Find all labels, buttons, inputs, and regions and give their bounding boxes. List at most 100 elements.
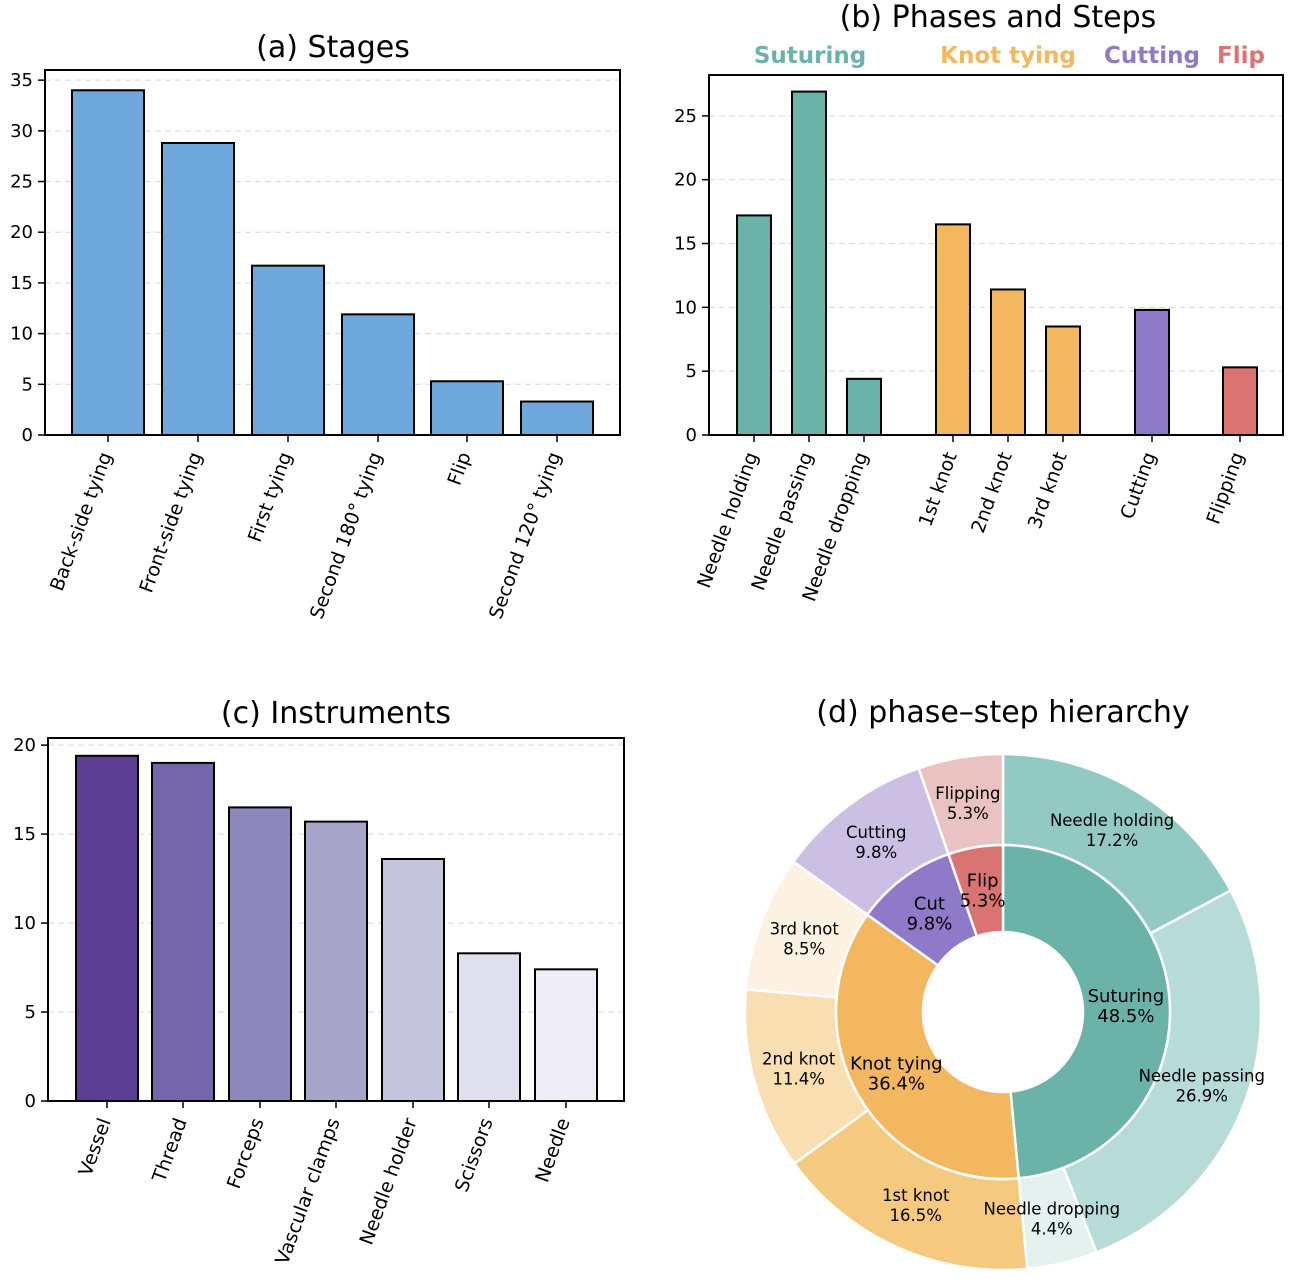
steps-ytick-label: 20 bbox=[674, 170, 697, 191]
phases-steps-axes-frame bbox=[708, 74, 1284, 436]
stages-xtick-label-back-side-tying: Back-side tying bbox=[46, 449, 117, 594]
instruments-xtick-label-vessel: Vessel bbox=[75, 1115, 116, 1179]
instruments-bar-thread bbox=[151, 761, 215, 1102]
steps-ytick-label: 0 bbox=[686, 425, 697, 446]
steps-xtick-label-1st-knot: 1st knot bbox=[914, 449, 961, 529]
steps-xtick-label-2nd-knot: 2nd knot bbox=[967, 449, 1017, 536]
outer-pct-needle-holding: 17.2% bbox=[1086, 831, 1138, 850]
inner-label-knot-tying: Knot tying bbox=[850, 1053, 943, 1074]
stages-bar-flip bbox=[430, 380, 504, 436]
outer-pct-1st-knot: 16.5% bbox=[890, 1206, 942, 1225]
inner-pct-knot-tying: 36.4% bbox=[868, 1073, 925, 1094]
instruments-ytick-label: 5 bbox=[25, 1002, 36, 1023]
inner-label-flip: Flip bbox=[967, 871, 999, 892]
outer-pct-needle-dropping: 4.4% bbox=[1031, 1219, 1073, 1238]
stages-bar-first-tying bbox=[251, 264, 325, 436]
steps-ytick-label: 5 bbox=[686, 361, 697, 382]
instruments-axes-frame bbox=[47, 737, 625, 1102]
steps-bar-cutting bbox=[1134, 308, 1170, 436]
phase-tag-knot-tying: Knot tying bbox=[940, 43, 1076, 69]
stages-xtick-label-first-tying: First tying bbox=[244, 449, 297, 545]
inner-wedge-suturing bbox=[1001, 843, 1172, 1180]
phase-tag-cutting: Cutting bbox=[1104, 43, 1200, 69]
steps-bar-needle-dropping bbox=[846, 377, 882, 436]
outer-label-1st-knot: 1st knot bbox=[882, 1186, 950, 1205]
steps-xtick-label-cutting: Cutting bbox=[1116, 449, 1160, 522]
instruments-xtick-label-thread: Thread bbox=[148, 1115, 192, 1186]
steps-bar-2nd-knot bbox=[990, 288, 1026, 436]
outer-label-3rd-knot: 3rd knot bbox=[770, 919, 840, 938]
instruments-xtick-label-vascular-clamps: Vascular clamps bbox=[271, 1115, 344, 1267]
steps-bar-3rd-knot bbox=[1045, 325, 1081, 436]
instruments-xtick-label-scissors: Scissors bbox=[451, 1115, 498, 1195]
outer-pct-3rd-knot: 8.5% bbox=[783, 939, 825, 958]
stages-ytick-label: 10 bbox=[10, 324, 33, 345]
outer-label-flipping: Flipping bbox=[935, 784, 1000, 803]
inner-wedge-flip bbox=[946, 843, 1005, 938]
steps-bar-flipping bbox=[1222, 366, 1258, 436]
stages-bar-back-side-tying bbox=[71, 89, 145, 437]
stages-ytick-label: 35 bbox=[10, 70, 33, 91]
instruments-chart: (c) Instruments 0 5 10 15 20 Vessel Thread Forc… bbox=[13, 696, 625, 1268]
phases-steps-title: (b) Phases and Steps bbox=[840, 0, 1157, 35]
instruments-ytick-label: 20 bbox=[13, 735, 36, 756]
stages-ytick-label: 30 bbox=[10, 121, 33, 142]
steps-ytick-label: 25 bbox=[674, 106, 697, 127]
inner-pct-cut: 9.8% bbox=[907, 913, 953, 934]
hierarchy-title: (d) phase–step hierarchy bbox=[816, 695, 1189, 730]
steps-bar-1st-knot bbox=[935, 223, 971, 436]
instruments-ytick-label: 10 bbox=[13, 913, 36, 934]
phase-tag-flip: Flip bbox=[1217, 43, 1265, 69]
steps-ytick-label: 10 bbox=[674, 297, 697, 318]
inner-pct-flip: 5.3% bbox=[960, 891, 1006, 912]
instruments-xtick-label-forceps: Forceps bbox=[223, 1115, 269, 1191]
outer-label-needle-passing: Needle passing bbox=[1139, 1067, 1265, 1086]
stages-chart: (a) Stages 0 5 10 15 20 25 30 35 Back-side tying… bbox=[10, 30, 621, 622]
steps-xtick-label-flipping: Flipping bbox=[1202, 449, 1248, 527]
outer-label-needle-dropping: Needle dropping bbox=[984, 1199, 1121, 1218]
outer-label-cutting: Cutting bbox=[846, 823, 906, 842]
steps-bar-needle-passing bbox=[791, 90, 827, 437]
outer-pct-2nd-knot: 11.4% bbox=[772, 1070, 824, 1089]
stages-bar-second-120-tying bbox=[520, 400, 594, 436]
stages-axes-frame bbox=[44, 69, 621, 436]
stages-ytick-label: 25 bbox=[10, 172, 33, 193]
stages-xtick-label-front-side-tying: Front-side tying bbox=[135, 449, 206, 596]
steps-bar-needle-holding bbox=[736, 214, 772, 436]
stages-xtick-label-second-180-tying: Second 180° tying bbox=[306, 449, 387, 622]
instruments-bar-needle bbox=[534, 968, 598, 1103]
outer-label-needle-holding: Needle holding bbox=[1050, 811, 1174, 830]
outer-pct-flipping: 5.3% bbox=[947, 804, 989, 823]
stages-bar-front-side-tying bbox=[161, 142, 235, 436]
instruments-xtick-label-needle: Needle bbox=[531, 1115, 574, 1185]
instruments-bar-vascular-clamps bbox=[304, 820, 368, 1102]
stages-xtick-label-second-120-tying: Second 120° tying bbox=[485, 449, 566, 622]
phases-steps-chart: (b) Phases and Steps Suturing Knot tying… bbox=[674, 0, 1284, 604]
instruments-xtick-label-needle-holder: Needle holder bbox=[355, 1115, 421, 1248]
instruments-bar-scissors bbox=[457, 952, 521, 1103]
instruments-bar-needle-holder bbox=[381, 858, 445, 1102]
stages-bar-second-180-tying bbox=[341, 313, 415, 437]
instruments-bar-vessel bbox=[75, 754, 139, 1102]
instruments-bar-forceps bbox=[228, 806, 292, 1102]
stages-ytick-label: 5 bbox=[22, 374, 33, 395]
steps-xtick-label-3rd-knot: 3rd knot bbox=[1024, 449, 1072, 532]
inner-pct-suturing: 48.5% bbox=[1097, 1006, 1154, 1027]
hierarchy-chart: (d) phase–step hierarchy Needle holding1… bbox=[743, 695, 1265, 1272]
stages-ytick-label: 20 bbox=[10, 222, 33, 243]
instruments-ytick-label: 15 bbox=[13, 824, 36, 845]
inner-label-cut: Cut bbox=[914, 893, 945, 914]
inner-wedge-knot-tying bbox=[834, 912, 1021, 1181]
outer-pct-cutting: 9.8% bbox=[855, 843, 897, 862]
instruments-ytick-label: 0 bbox=[25, 1091, 36, 1112]
outer-pct-needle-passing: 26.9% bbox=[1176, 1087, 1228, 1106]
steps-ytick-label: 15 bbox=[674, 234, 697, 255]
stages-xtick-label-flip: Flip bbox=[444, 449, 476, 488]
outer-label-2nd-knot: 2nd knot bbox=[762, 1050, 836, 1069]
phase-tag-suturing: Suturing bbox=[754, 43, 866, 69]
stages-ytick-label: 15 bbox=[10, 273, 33, 294]
inner-label-suturing: Suturing bbox=[1088, 986, 1165, 1007]
stages-ytick-label: 0 bbox=[22, 425, 33, 446]
stages-title: (a) Stages bbox=[256, 30, 410, 65]
